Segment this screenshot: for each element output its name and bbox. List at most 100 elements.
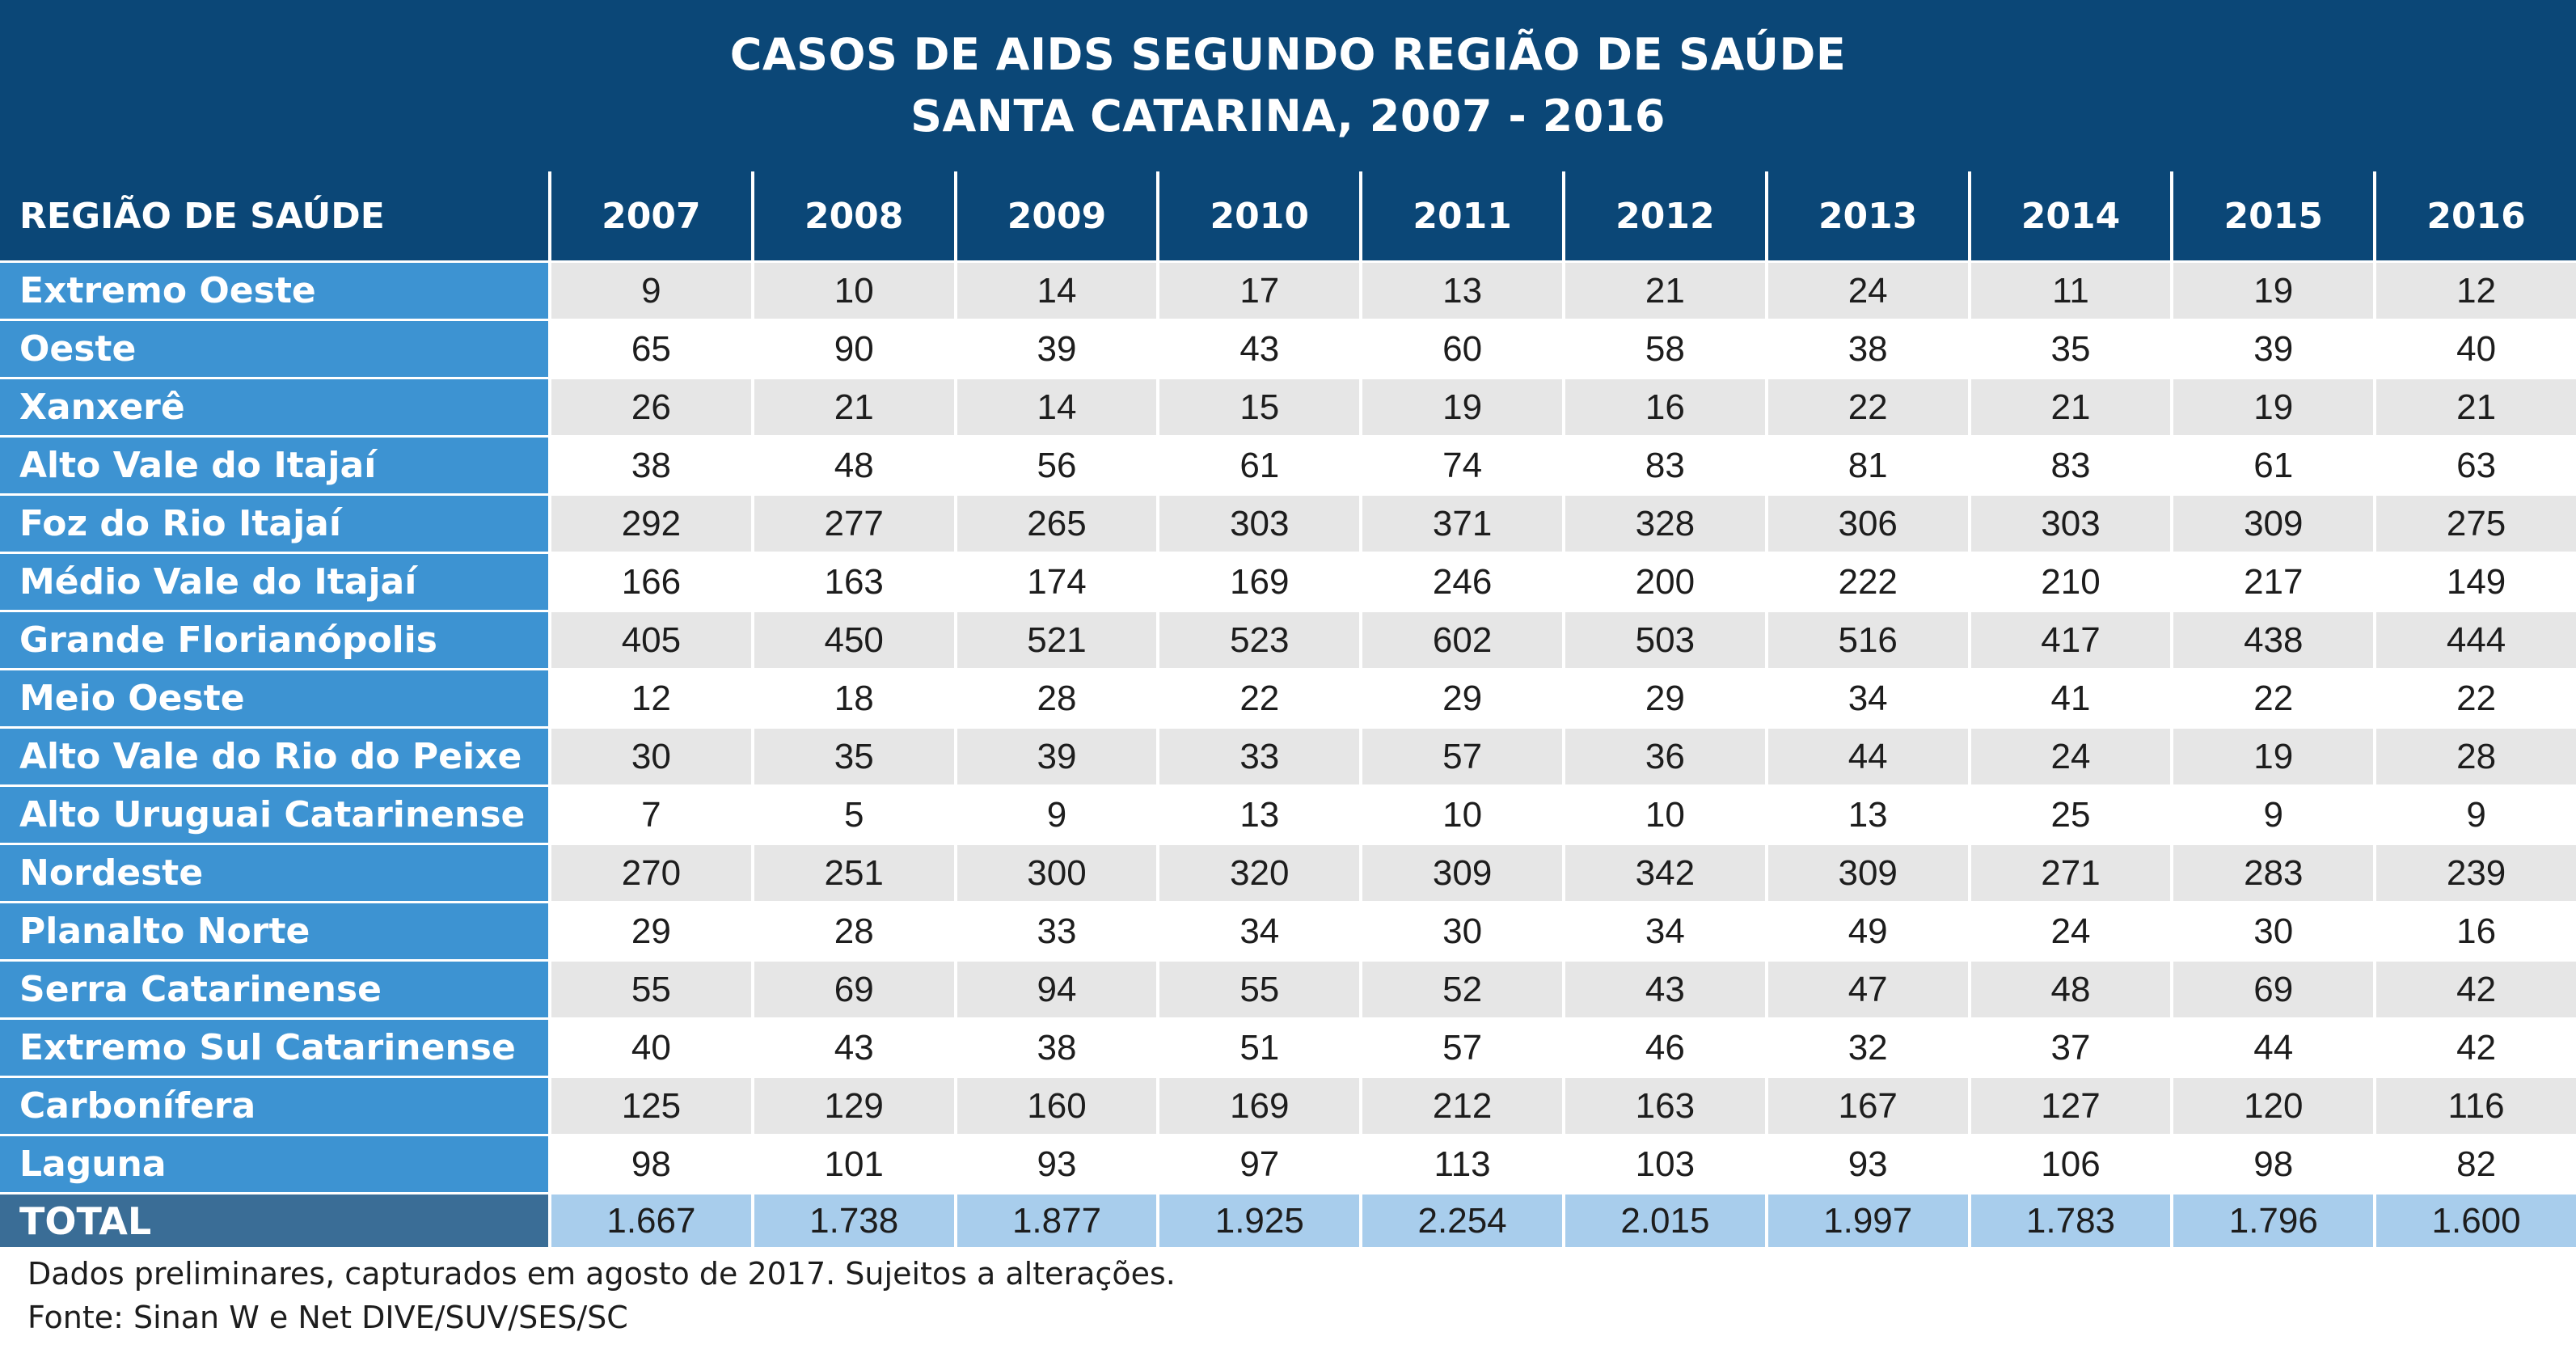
table-cell: 39 <box>2170 319 2374 377</box>
table-cell: 9 <box>548 260 751 319</box>
table-cell: 523 <box>1156 610 1360 668</box>
table-cell: 21 <box>1967 377 2171 435</box>
data-table: REGIÃO DE SAÚDE 2007 2008 2009 2010 2011 2012 2… <box>0 171 2576 1247</box>
table-cell: 212 <box>1359 1076 1562 1134</box>
table-cell: 22 <box>2373 668 2576 726</box>
table-cell: 167 <box>1764 1076 1968 1134</box>
row-label: Serra Catarinense <box>0 959 548 1017</box>
table-cell: 120 <box>2170 1076 2374 1134</box>
table-cell: 60 <box>1359 319 1562 377</box>
table-cell: 9 <box>953 784 1157 843</box>
table-cell: 24 <box>1967 901 2171 959</box>
row-label: Carbonífera <box>0 1076 548 1134</box>
table-cell: 17 <box>1156 260 1360 319</box>
table-cell: 21 <box>1561 260 1765 319</box>
row-label: Foz do Rio Itajaí <box>0 493 548 552</box>
table-cell: 320 <box>1156 843 1360 901</box>
table-cell: 444 <box>2373 610 2576 668</box>
table-cell: 309 <box>1359 843 1562 901</box>
footnote-source: Fonte: Sinan W e Net DIVE/SUV/SES/SC <box>27 1300 628 1335</box>
column-header-year: 2011 <box>1359 171 1562 260</box>
table-cell: 26 <box>548 377 751 435</box>
table-cell: 309 <box>2170 493 2374 552</box>
table-cell: 30 <box>2170 901 2374 959</box>
table-cell: 61 <box>2170 435 2374 493</box>
table-cell: 7 <box>548 784 751 843</box>
column-header-year: 2016 <box>2373 171 2576 260</box>
table-cell: 41 <box>1967 668 2171 726</box>
row-label: Alto Vale do Rio do Peixe <box>0 726 548 784</box>
table-cell: 36 <box>1561 726 1765 784</box>
table-cell: 55 <box>1156 959 1360 1017</box>
table-cell: 217 <box>2170 552 2374 610</box>
table-cell: 38 <box>1764 319 1968 377</box>
table-cell: 10 <box>1561 784 1765 843</box>
table-cell: 450 <box>750 610 954 668</box>
table-subtitle: SANTA CATARINA, 2007 - 2016 <box>910 91 1666 142</box>
table-cell: 93 <box>1764 1134 1968 1192</box>
total-cell: 1.877 <box>953 1192 1157 1247</box>
column-header-region: REGIÃO DE SAÚDE <box>0 171 548 260</box>
table-title: CASOS DE AIDS SEGUNDO REGIÃO DE SAÚDE <box>729 29 1847 80</box>
table-cell: 13 <box>1359 260 1562 319</box>
table-cell: 43 <box>1156 319 1360 377</box>
table-cell: 28 <box>750 901 954 959</box>
table-cell: 34 <box>1156 901 1360 959</box>
column-header-year: 2009 <box>953 171 1157 260</box>
footnotes: Dados preliminares, capturados em agosto… <box>27 1252 2534 1339</box>
total-cell: 2.254 <box>1359 1192 1562 1247</box>
table-cell: 125 <box>548 1076 751 1134</box>
table-cell: 13 <box>1764 784 1968 843</box>
table-cell: 283 <box>2170 843 2374 901</box>
table-cell: 174 <box>953 552 1157 610</box>
total-cell: 1.783 <box>1967 1192 2171 1247</box>
row-label: Nordeste <box>0 843 548 901</box>
table-cell: 521 <box>953 610 1157 668</box>
table-cell: 35 <box>750 726 954 784</box>
table-cell: 74 <box>1359 435 1562 493</box>
table-cell: 29 <box>1359 668 1562 726</box>
row-label: Oeste <box>0 319 548 377</box>
total-cell: 1.600 <box>2373 1192 2576 1247</box>
table-cell: 24 <box>1967 726 2171 784</box>
table-cell: 82 <box>2373 1134 2576 1192</box>
table-cell: 42 <box>2373 1017 2576 1076</box>
table-cell: 56 <box>953 435 1157 493</box>
table-cell: 98 <box>548 1134 751 1192</box>
table-cell: 81 <box>1764 435 1968 493</box>
row-label: Planalto Norte <box>0 901 548 959</box>
table-cell: 277 <box>750 493 954 552</box>
table-cell: 306 <box>1764 493 1968 552</box>
table-cell: 271 <box>1967 843 2171 901</box>
table-cell: 303 <box>1156 493 1360 552</box>
table-cell: 18 <box>750 668 954 726</box>
row-label: Meio Oeste <box>0 668 548 726</box>
table-cell: 292 <box>548 493 751 552</box>
row-label: Extremo Sul Catarinense <box>0 1017 548 1076</box>
table-cell: 25 <box>1967 784 2171 843</box>
column-header-year: 2010 <box>1156 171 1360 260</box>
table-cell: 98 <box>2170 1134 2374 1192</box>
table-cell: 58 <box>1561 319 1765 377</box>
table-cell: 43 <box>1561 959 1765 1017</box>
footnote-disclaimer: Dados preliminares, capturados em agosto… <box>27 1256 1176 1292</box>
table-cell: 48 <box>1967 959 2171 1017</box>
table-cell: 239 <box>2373 843 2576 901</box>
table-cell: 38 <box>953 1017 1157 1076</box>
table-cell: 417 <box>1967 610 2171 668</box>
table-cell: 93 <box>953 1134 1157 1192</box>
table-cell: 602 <box>1359 610 1562 668</box>
table-cell: 28 <box>2373 726 2576 784</box>
row-label: Alto Uruguai Catarinense <box>0 784 548 843</box>
table-cell: 106 <box>1967 1134 2171 1192</box>
table-cell: 57 <box>1359 1017 1562 1076</box>
table-cell: 9 <box>2170 784 2374 843</box>
total-label: TOTAL <box>0 1192 548 1247</box>
table-cell: 21 <box>750 377 954 435</box>
table-cell: 251 <box>750 843 954 901</box>
table-cell: 35 <box>1967 319 2171 377</box>
column-header-year: 2013 <box>1764 171 1968 260</box>
table-cell: 24 <box>1764 260 1968 319</box>
table-cell: 19 <box>2170 260 2374 319</box>
table-cell: 83 <box>1561 435 1765 493</box>
